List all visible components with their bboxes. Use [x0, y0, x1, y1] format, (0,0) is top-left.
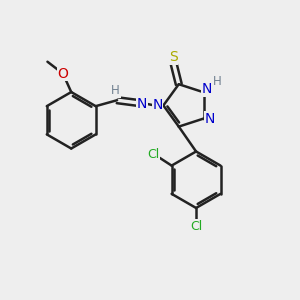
Text: Cl: Cl — [190, 220, 202, 233]
Text: O: O — [58, 67, 68, 81]
Text: S: S — [169, 50, 178, 64]
Text: H: H — [111, 84, 120, 97]
Text: Cl: Cl — [147, 148, 159, 161]
Text: N: N — [205, 112, 215, 125]
Text: N: N — [137, 97, 147, 111]
Text: H: H — [213, 75, 221, 88]
Text: N: N — [202, 82, 212, 96]
Text: N: N — [152, 98, 163, 112]
